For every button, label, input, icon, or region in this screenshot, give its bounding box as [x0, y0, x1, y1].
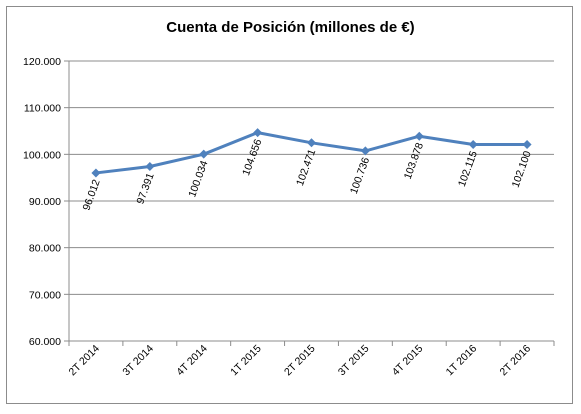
data-point: [522, 140, 532, 150]
data-point: [199, 149, 209, 159]
y-tick-label: 110.000: [24, 103, 61, 115]
data-point: [360, 146, 370, 156]
x-tick-label: 3T 2015: [336, 343, 372, 379]
x-tick-label: 1T 2016: [444, 343, 480, 379]
data-point: [91, 168, 101, 178]
x-tick-label: 4T 2014: [174, 343, 210, 379]
data-label: 96.012: [80, 178, 102, 212]
x-tick-label: 3T 2014: [120, 343, 156, 379]
y-tick-label: 70.000: [29, 289, 61, 301]
y-tick-label: 60.000: [29, 336, 61, 348]
data-label: 103.878: [402, 141, 426, 181]
chart-frame: [6, 6, 573, 404]
data-point: [253, 128, 263, 138]
data-label: 102.471: [294, 148, 318, 188]
data-label: 102.100: [510, 149, 534, 189]
data-point: [414, 131, 424, 141]
data-point: [307, 138, 316, 148]
data-label: 100.034: [186, 159, 210, 199]
series-line-group: [91, 128, 532, 178]
y-tick-label: 90.000: [29, 196, 61, 208]
data-point: [145, 162, 155, 172]
chart-title: Cuenta de Posición (millones de €): [166, 19, 415, 36]
x-tick-label: 2T 2015: [282, 343, 318, 379]
data-label: 104.656: [240, 137, 264, 177]
y-tick-label: 100.000: [23, 149, 61, 161]
x-tick-label: 4T 2015: [390, 343, 426, 379]
x-tick-label: 2T 2016: [498, 343, 534, 379]
data-label: 102.115: [456, 149, 480, 188]
y-tick-label: 120.000: [23, 56, 61, 68]
y-tick-label: 80.000: [29, 243, 61, 255]
data-label: 100.736: [348, 156, 372, 196]
x-tick-label: 2T 2014: [66, 343, 102, 379]
axes: 60.000 70.000 80.000 90.000 100.000 110.000 12…: [23, 56, 555, 379]
x-tick-label: 1T 2015: [228, 343, 264, 379]
data-point: [468, 139, 478, 149]
